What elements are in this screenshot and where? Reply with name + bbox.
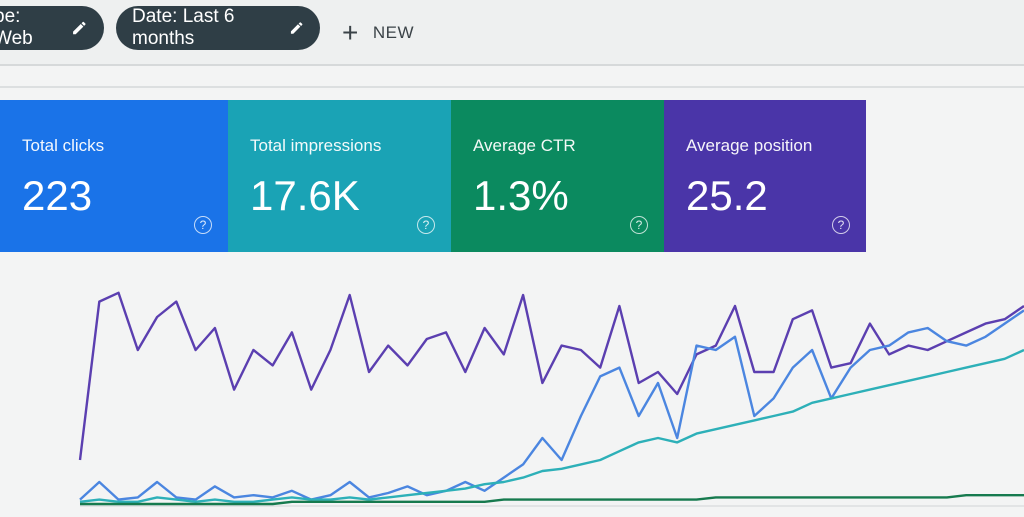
section-divider xyxy=(0,86,1024,88)
chart-series-line-4 xyxy=(80,493,1024,506)
new-filter-button[interactable]: + NEW xyxy=(342,18,414,48)
metric-label: Total clicks xyxy=(22,136,105,155)
metric-card-total-impressions[interactable]: Total impressions 17.6K ? xyxy=(228,100,451,252)
filter-bar-divider xyxy=(0,64,1024,66)
metric-value: 17.6K xyxy=(250,172,360,219)
metric-label: Average CTR xyxy=(473,136,576,155)
metric-value: 223 xyxy=(22,172,93,219)
pencil-icon[interactable] xyxy=(71,19,88,37)
help-icon[interactable]: ? xyxy=(417,216,435,234)
metric-label: Total impressions xyxy=(250,136,382,155)
chart-series-line-3 xyxy=(79,348,1024,504)
metric-value: 1.3% xyxy=(473,172,569,219)
chart-series-line-1 xyxy=(78,291,1024,461)
type-filter-label: pe: Web xyxy=(0,6,33,49)
metric-card-average-position[interactable]: Average position 25.2 ? xyxy=(664,100,866,252)
metric-cards: Total clicks 223 ? Total impressions 17.… xyxy=(0,100,870,260)
metric-card-total-clicks[interactable]: Total clicks 223 ? xyxy=(0,100,228,252)
chart-series-line-2 xyxy=(79,309,1024,501)
chart-canvas xyxy=(78,291,1024,507)
new-filter-label: NEW xyxy=(372,23,415,42)
performance-chart xyxy=(0,270,1024,512)
date-filter-label: Date: Last 6 months xyxy=(132,6,235,49)
help-icon[interactable]: ? xyxy=(832,216,850,234)
plus-icon: + xyxy=(342,17,359,48)
type-filter-chip[interactable]: pe: Web xyxy=(0,6,104,50)
pencil-icon[interactable] xyxy=(289,19,304,37)
metric-label: Average position xyxy=(686,136,813,155)
metric-card-average-ctr[interactable]: Average CTR 1.3% ? xyxy=(451,100,664,252)
help-icon[interactable]: ? xyxy=(194,216,212,234)
date-filter-chip[interactable]: Date: Last 6 months xyxy=(116,6,320,50)
help-icon[interactable]: ? xyxy=(630,216,648,234)
metric-value: 25.2 xyxy=(686,172,768,219)
